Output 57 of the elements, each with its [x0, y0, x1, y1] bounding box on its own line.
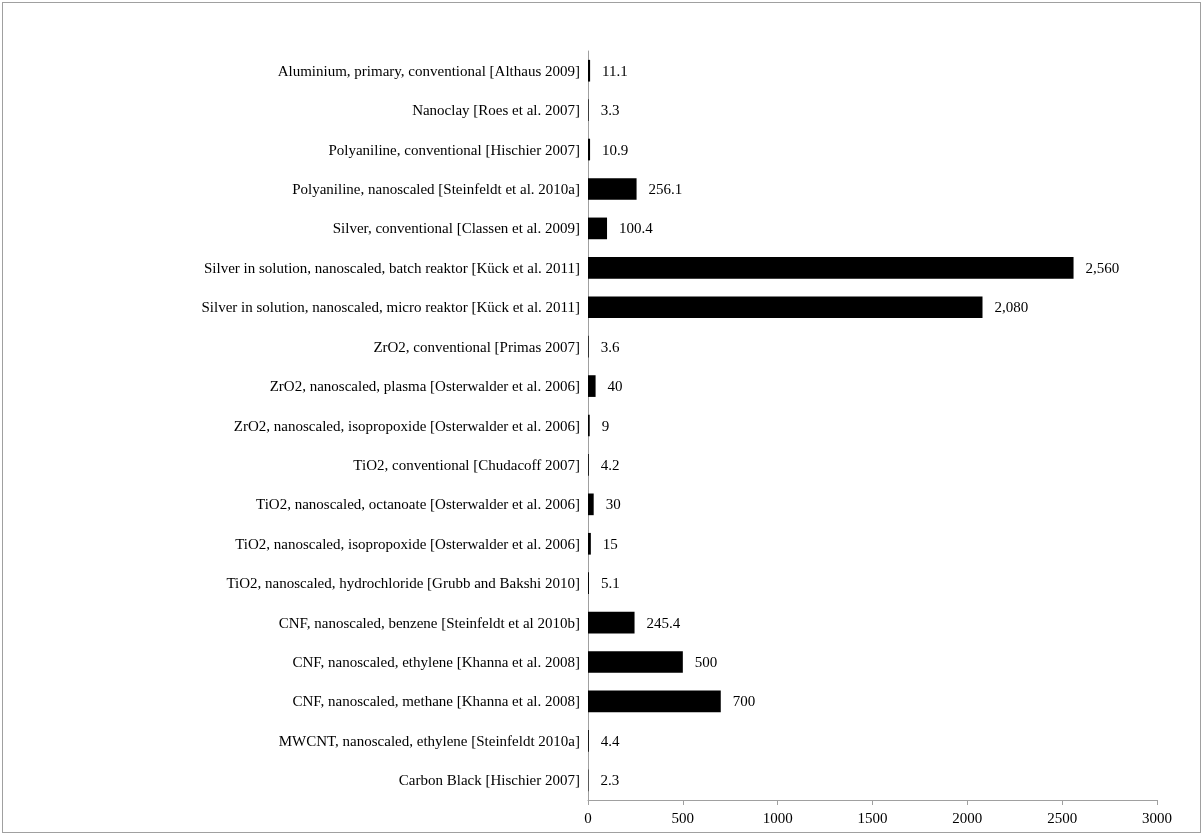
bar	[588, 217, 608, 240]
bar	[588, 178, 637, 200]
y-tick-label: MWCNT, nanoscaled, ethylene [Steinfeldt 2010a]	[278, 732, 580, 749]
bar	[588, 493, 594, 516]
y-tick-label: Silver, conventional [Classen et al. 2009]	[332, 220, 580, 237]
data-label: 15	[602, 535, 618, 552]
x-tick-label: 1000	[762, 809, 793, 826]
data-label: 500	[694, 654, 718, 671]
y-tick-label: ZrO2, nanoscaled, isopropoxide [Osterwalder et al. 2006]	[233, 417, 580, 434]
data-label: 5.1	[600, 575, 620, 592]
y-tick-label: TiO2, nanoscaled, isopropoxide [Osterwalder et al. 2006]	[235, 535, 580, 552]
data-label: 40	[607, 378, 623, 395]
data-label: 9	[601, 417, 610, 434]
x-tick-label: 0	[584, 809, 592, 826]
y-tick-label: Nanoclay [Roes et al. 2007]	[412, 102, 580, 119]
x-tick-label: 2500	[1047, 809, 1078, 826]
x-tick-label: 500	[671, 809, 695, 826]
y-tick-label: Polyaniline, conventional [Hischier 2007]	[328, 141, 580, 158]
data-label: 2,560	[1085, 259, 1120, 276]
data-label: 2.3	[600, 772, 620, 789]
data-label: 4.2	[600, 456, 620, 473]
y-tick-label: ZrO2, nanoscaled, plasma [Osterwalder et al. 2006]	[269, 378, 580, 395]
x-tick-label: 3000	[1142, 809, 1172, 826]
data-label: 30	[605, 496, 621, 513]
y-tick-label: Polyaniline, nanoscaled [Steinfeldt et al. 2010a]	[292, 180, 580, 197]
data-label: 700	[732, 693, 756, 710]
bar	[588, 59, 591, 82]
data-label: 3.6	[600, 338, 620, 355]
bar	[588, 296, 983, 319]
bar	[588, 532, 591, 555]
y-tick-label: CNF, nanoscaled, ethylene [Khanna et al. 2008]	[292, 654, 580, 671]
bar	[588, 611, 635, 634]
data-label: 11.1	[602, 62, 628, 79]
bar	[588, 690, 721, 713]
y-tick-label: Silver in solution, nanoscaled, micro reaktor [Kück et al. 2011]	[201, 299, 580, 316]
y-tick-label: Carbon Black [Hischier 2007]	[398, 772, 580, 789]
y-tick-label: ZrO2, conventional [Primas 2007]	[373, 338, 580, 355]
bar	[588, 375, 596, 397]
bar	[588, 138, 591, 161]
data-label: 100.4	[619, 220, 654, 237]
data-label: 3.3	[600, 102, 620, 119]
y-tick-label: Silver in solution, nanoscaled, batch reaktor [Kück et al. 2011]	[203, 259, 580, 276]
bar	[588, 651, 683, 673]
data-label: 10.9	[602, 141, 629, 158]
x-tick-label: 2000	[952, 809, 983, 826]
data-label: 245.4	[646, 614, 681, 631]
y-tick-label: CNF, nanoscaled, benzene [Steinfeldt et al 2010b]	[278, 614, 580, 631]
y-tick-label: TiO2, conventional [Chudacoff 2007]	[353, 456, 580, 473]
data-label: 2,080	[994, 299, 1029, 316]
y-tick-label: TiO2, nanoscaled, octanoate [Osterwalder et al. 2006]	[256, 496, 580, 513]
y-tick-label: CNF, nanoscaled, methane [Khanna et al. 2008]	[292, 693, 580, 710]
bar	[588, 256, 1074, 279]
y-tick-label: Aluminium, primary, conventional [Althaus 2009]	[277, 62, 580, 79]
x-tick-label: 1500	[857, 809, 888, 826]
y-tick-label: TiO2, nanoscaled, hydrochloride [Grubb and Bakshi 2010]	[226, 575, 580, 592]
data-label: 4.4	[600, 732, 621, 749]
data-label: 256.1	[648, 180, 683, 197]
